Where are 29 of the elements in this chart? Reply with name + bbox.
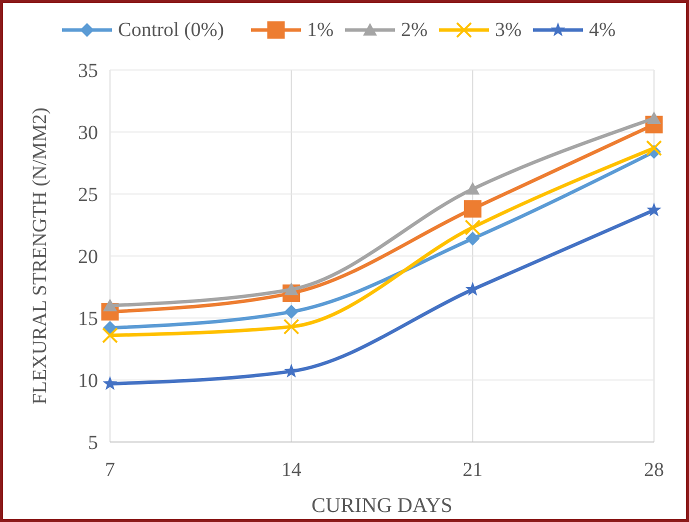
legend-label: 1%	[307, 19, 334, 41]
point	[646, 202, 662, 216]
point	[102, 376, 118, 390]
point	[283, 318, 300, 335]
point	[466, 182, 480, 195]
x-tick-label: 14	[281, 459, 302, 481]
y-tick-label: 25	[78, 184, 98, 206]
y-tick-label: 15	[78, 308, 98, 330]
x-tick-label: 21	[462, 459, 483, 481]
point	[284, 364, 299, 378]
y-tick-label: 30	[78, 122, 98, 144]
x-tick-label: 7	[105, 459, 115, 481]
point	[464, 219, 481, 236]
x-axis-title: CURING DAYS	[311, 493, 453, 517]
point	[284, 304, 298, 319]
y-tick-label: 35	[78, 60, 98, 82]
point	[466, 232, 480, 246]
y-tick-label: 5	[88, 432, 98, 454]
y-tick-label: 10	[78, 370, 98, 392]
legend-label: Control (0%)	[118, 19, 224, 41]
legend-label: 3%	[495, 19, 522, 41]
x-tick-label: 28	[644, 459, 664, 481]
point	[646, 140, 662, 156]
y-tick-label: 20	[78, 246, 98, 268]
legend-label: 4%	[589, 19, 616, 41]
point	[464, 200, 482, 218]
point	[102, 327, 118, 344]
y-axis-title: FLEXURAL STRENGTH (N/MM2)	[29, 107, 51, 405]
legend-label: 2%	[401, 19, 428, 41]
